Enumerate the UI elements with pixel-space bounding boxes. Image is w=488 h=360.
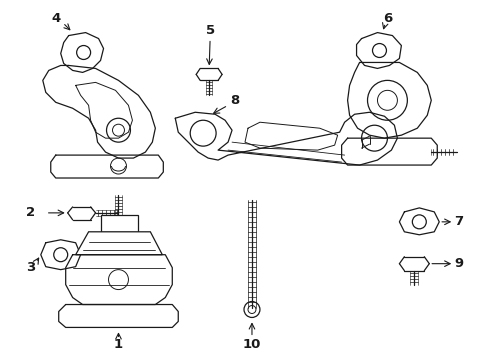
Text: 6: 6 [382,12,391,25]
Text: 7: 7 [454,215,463,228]
Text: 8: 8 [230,94,239,107]
Text: 2: 2 [26,206,35,219]
Text: 9: 9 [454,257,463,270]
Text: 1: 1 [114,338,123,351]
Text: 10: 10 [242,338,261,351]
Text: 5: 5 [205,24,214,37]
Polygon shape [76,232,162,255]
Text: 3: 3 [26,261,36,274]
Text: 4: 4 [51,12,60,25]
Polygon shape [101,215,138,232]
